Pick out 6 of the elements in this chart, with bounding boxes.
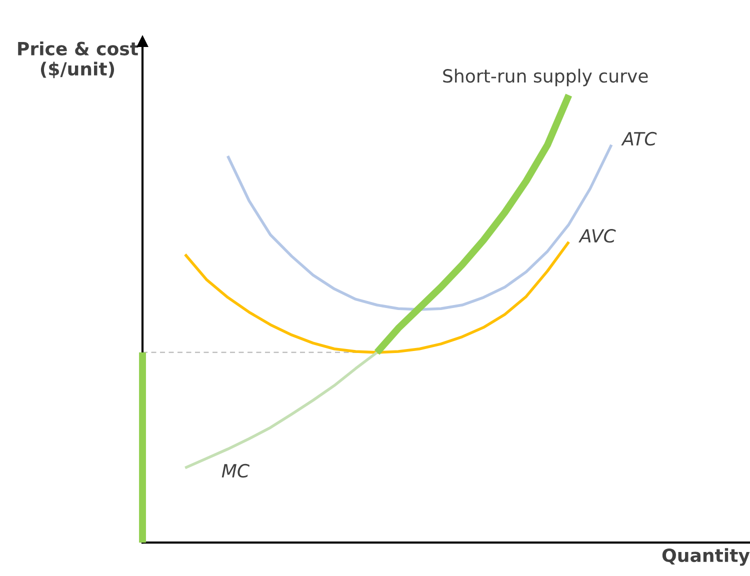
x-axis-title: Quantity	[662, 548, 750, 566]
y-axis-title: Price & cost ($/unit)	[18, 41, 138, 78]
series-label: AVC	[578, 229, 616, 243]
series-label: ATC	[621, 132, 657, 146]
series-label: Short-run supply curve	[443, 68, 648, 86]
series-label: MC	[222, 464, 250, 478]
